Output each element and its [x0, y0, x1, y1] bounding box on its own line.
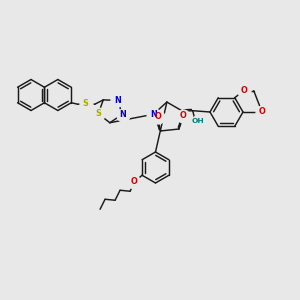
- Text: S: S: [95, 109, 101, 118]
- Text: O: O: [154, 112, 161, 122]
- Text: OH: OH: [192, 118, 204, 124]
- Text: O: O: [240, 86, 247, 95]
- Text: O: O: [259, 107, 266, 116]
- Text: S: S: [83, 99, 89, 108]
- Text: N: N: [119, 110, 126, 119]
- Text: N: N: [114, 96, 121, 105]
- Text: O: O: [131, 177, 137, 186]
- Text: O: O: [180, 111, 187, 120]
- Text: N: N: [150, 110, 157, 119]
